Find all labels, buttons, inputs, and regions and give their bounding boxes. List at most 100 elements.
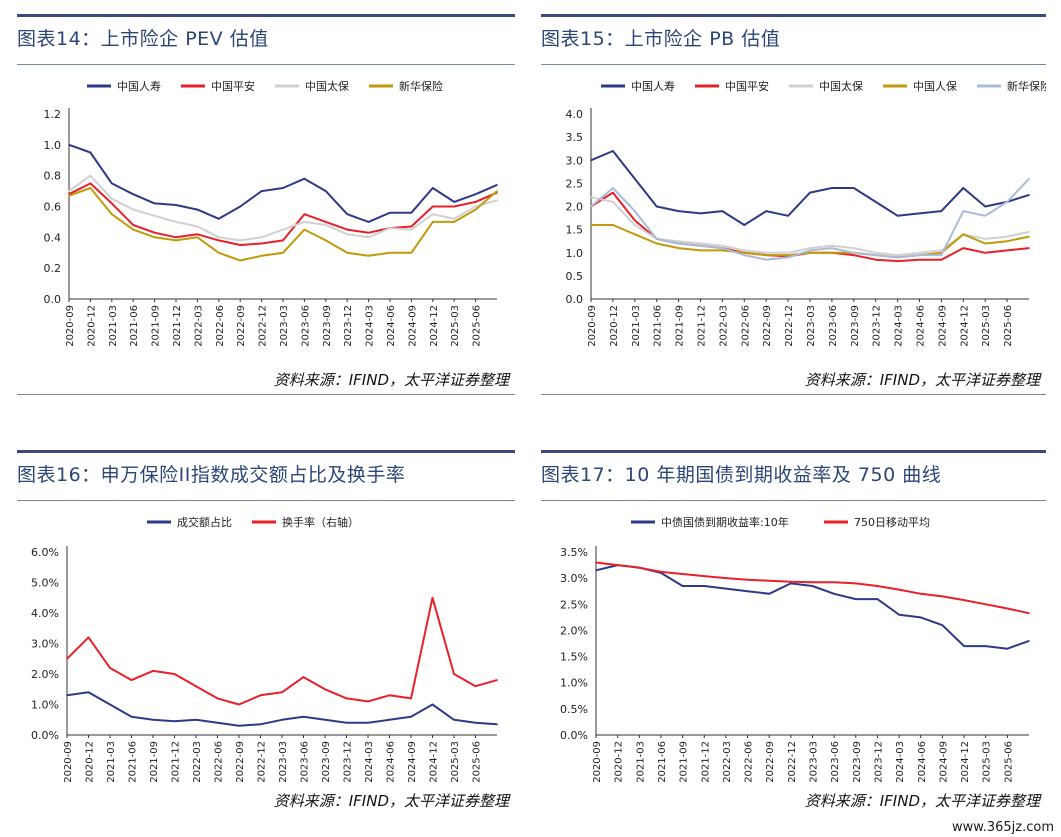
x-tick-label: 2020-09 [587,305,598,347]
data-point [940,254,943,256]
bond-yield-chart: 中债国债到期收益率:10年 750日移动平均 0.0% 0.5% 1.0% 1.5% 2.0… [560,515,1030,783]
data-point [831,187,833,189]
data-point [809,249,811,252]
data-point [790,582,792,585]
data-point [196,225,199,228]
data-point [367,236,370,239]
data-point [612,187,614,189]
x-tick-label: 2024-03 [364,741,375,783]
data-point [787,254,789,256]
data-point [173,673,176,675]
x-tick-label: 2025-06 [472,305,483,347]
data-point [963,599,965,601]
data-point [153,236,156,239]
data-point [743,224,746,226]
data-point [743,254,746,256]
data-point [855,598,857,600]
x-tick-label: 2022-06 [744,741,755,783]
y-tick-label: 2.0% [560,624,588,637]
y-tick-label: 5.0% [31,577,59,590]
data-point [259,694,262,697]
x-tick-label: 2023-09 [321,741,332,783]
data-point [389,227,391,229]
data-point [918,251,921,254]
data-point [1006,235,1008,238]
data-point [132,228,134,231]
data-point [302,715,305,718]
data-point [941,624,944,626]
legend-item: 中国人保 [883,79,957,93]
data-point [634,224,636,226]
data-point [743,251,746,254]
data-point [703,585,706,587]
data-point [612,150,614,152]
data-point [346,228,349,231]
data-point [1028,194,1030,196]
chart-title: 图表14：上市险企 PEV 估值 [17,28,269,50]
x-tick-label: 2023-12 [873,741,884,783]
source-note: 资料来源：IFIND，太平洋证券整理 [273,792,509,810]
x-tick-label: 2021-03 [631,305,642,347]
x-tick-label: 2021-12 [172,305,183,347]
data-point [496,184,498,186]
data-point [432,221,434,223]
x-tick-label: 2024-12 [429,305,440,347]
x-tick-label: 2024-06 [386,305,397,347]
x-tick-label: 2020-12 [614,741,625,783]
data-point [66,694,68,697]
data-point [132,224,134,226]
data-point [130,679,133,681]
data-point [595,561,597,564]
y-tick-label: 3.0 [566,154,584,167]
panel-bottom-rule [17,394,515,395]
legend-item: 新华保险 [369,79,443,93]
data-point [677,210,680,212]
data-point [410,251,413,254]
pb-chart: 中国人寿 中国平安 中国太保 中国人保 新华保险 0.0 0.5 1.0 1.5 2.0 2.5 3.… [566,79,1047,347]
x-tick-label: 2020-09 [592,741,603,783]
data-point [173,720,176,723]
data-point [787,251,789,254]
data-point [239,259,241,262]
y-tick-label: 1.0% [31,699,59,712]
data-point [1028,640,1030,642]
data-point [152,670,154,672]
data-point [896,256,899,259]
data-point [681,573,684,575]
legend-item: 中国人寿 [87,79,161,93]
legend-label: 中债国债到期收益率:10年 [661,515,789,529]
x-tick-label: 2024-06 [917,741,928,783]
data-point [325,190,327,192]
data-point [765,258,767,261]
data-point [962,187,965,189]
data-point [809,191,811,194]
source-note: 资料来源：IFIND，太平洋证券整理 [273,371,509,389]
x-tick-label: 2021-12 [700,741,711,783]
data-point [89,151,92,154]
y-tick-label: 3.0% [31,638,59,651]
series-line [595,561,1030,615]
data-point [474,685,477,687]
data-point [175,236,177,239]
data-point [746,590,749,593]
x-tick-label: 2024-09 [407,305,418,347]
legend-label: 新华保险 [399,79,443,93]
data-point [89,182,92,185]
data-point [68,144,70,146]
data-point [874,254,877,256]
x-tick-label: 2024-03 [894,305,905,347]
data-point [612,224,614,226]
x-tick-label: 2022-03 [718,305,729,347]
data-point [325,221,327,223]
data-point [655,242,658,245]
data-point [132,208,134,211]
data-point [282,187,284,189]
legend-item: 中国太保 [275,79,349,93]
title-divider [17,500,515,501]
x-tick-label: 2020-12 [609,305,620,347]
x-tick-label: 2024-06 [386,741,397,783]
x-tick-label: 2022-09 [762,305,773,347]
data-point [876,585,879,587]
turnover-chart: 成交额占比 换手率（右轴） 0.0% 1.0% 2.0% 3.0% 4.0% 5.0% 6.0%… [31,515,498,783]
data-point [303,177,306,180]
